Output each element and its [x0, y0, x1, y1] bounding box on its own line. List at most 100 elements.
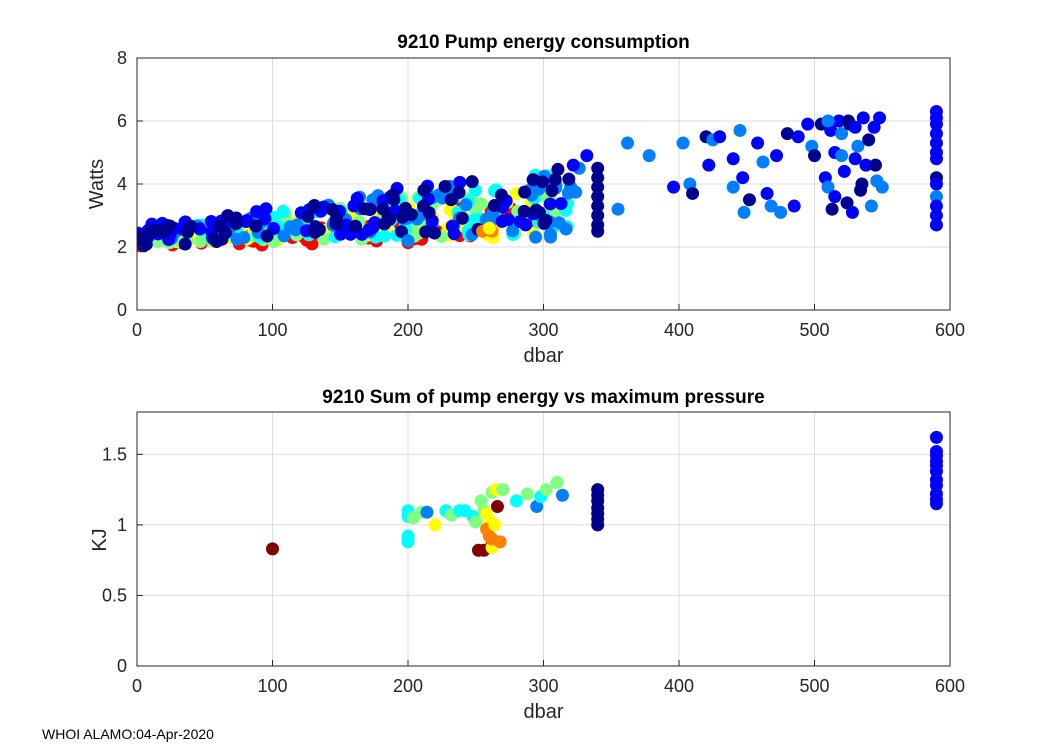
data-point [825, 202, 839, 216]
data-point [774, 205, 788, 219]
data-point [554, 197, 568, 211]
x-tick-label: 300 [528, 676, 558, 696]
data-point [178, 237, 192, 251]
data-point [808, 149, 821, 163]
data-point [509, 494, 523, 508]
data-point [137, 229, 148, 243]
data-point [181, 225, 195, 239]
x-tick-label: 500 [799, 320, 829, 340]
data-point [543, 197, 557, 211]
data-point [474, 197, 488, 211]
x-tick-label: 100 [257, 320, 287, 340]
data-point [548, 172, 562, 186]
data-point [301, 209, 315, 223]
y-tick-label: 8 [117, 48, 127, 68]
data-point [469, 515, 483, 529]
data-point [221, 209, 235, 223]
x-tick-label: 400 [664, 676, 694, 696]
data-point [447, 227, 461, 241]
data-point [591, 190, 605, 204]
data-point [642, 149, 656, 163]
energy-sum-chart: 0 100 200 300 400 500 600 0 0.5 1 1.5 9210 Sum of … [89, 387, 965, 723]
data-point [543, 227, 557, 241]
footer-credit: WHOI ALAMO:04-Apr-2020 [42, 726, 214, 742]
data-point [539, 483, 553, 497]
data-point [713, 130, 727, 144]
data-point [929, 218, 943, 232]
x-tick-label: 300 [528, 320, 558, 340]
energy-consumption-chart: 0 100 200 300 400 500 600 0 2 4 6 8 9210 Pump energ… [86, 32, 965, 367]
data-point [488, 518, 502, 532]
y-tick-label: 6 [117, 111, 127, 131]
data-point [545, 184, 559, 198]
data-point [837, 164, 851, 178]
data-point [848, 152, 862, 166]
x-tick-label: 100 [257, 676, 287, 696]
data-point [859, 158, 873, 172]
data-point [377, 229, 391, 243]
data-point [194, 234, 208, 248]
data-point [591, 209, 605, 222]
y-tick-label: 2 [117, 237, 127, 257]
x-tick-label: 600 [935, 320, 965, 340]
data-point [422, 206, 436, 220]
data-point [751, 136, 765, 150]
energy-sum-grid [136, 412, 951, 667]
data-point [383, 212, 397, 226]
data-point [702, 158, 716, 172]
data-point [929, 190, 943, 204]
data-point [770, 149, 784, 163]
data-point [832, 114, 846, 128]
data-point [667, 180, 681, 194]
data-point [676, 136, 690, 150]
data-point [929, 152, 943, 166]
data-point [873, 111, 887, 125]
y-tick-label: 1 [117, 515, 127, 535]
x-tick-label: 600 [935, 676, 965, 696]
data-point [840, 196, 854, 210]
data-point [929, 209, 943, 222]
x-tick-label: 400 [664, 320, 694, 340]
data-point [862, 133, 876, 147]
data-point [487, 199, 501, 213]
data-point [780, 127, 794, 141]
energy-sum-plot-area [266, 430, 943, 557]
data-point [453, 175, 467, 189]
data-point [529, 230, 543, 244]
data-point [256, 207, 270, 221]
data-point [404, 208, 418, 222]
data-point [929, 127, 943, 141]
data-point [308, 225, 322, 239]
data-point [591, 518, 605, 532]
data-point [210, 235, 224, 249]
y-tick-label: 0 [117, 656, 127, 676]
energy-consumption-title: 9210 Pump energy consumption [397, 32, 689, 53]
x-tick-label: 200 [393, 320, 423, 340]
data-point [929, 199, 943, 213]
data-point [157, 225, 171, 239]
data-point [591, 171, 605, 185]
energy-consumption-ylabel: Watts [86, 159, 108, 209]
data-point [506, 224, 520, 238]
y-tick-label: 0.5 [102, 585, 127, 605]
data-point [218, 226, 232, 240]
data-point [760, 186, 774, 200]
energy-consumption-plot-area [137, 105, 943, 253]
data-point [465, 175, 479, 189]
data-point [621, 136, 635, 150]
data-point [444, 193, 458, 207]
data-point [290, 218, 304, 232]
data-point [791, 130, 805, 144]
data-point [490, 500, 504, 514]
data-point [821, 114, 835, 128]
data-point [368, 216, 382, 230]
data-point [929, 430, 943, 444]
energy-sum-xlabel: dbar [523, 701, 563, 723]
y-tick-label: 1.5 [102, 444, 127, 464]
data-point [726, 152, 740, 166]
energy-sum-tick-labels: 0 100 200 300 400 500 600 0 0.5 1 1.5 [102, 444, 965, 696]
data-point [591, 161, 605, 175]
data-point [742, 193, 756, 207]
data-point [929, 117, 943, 131]
